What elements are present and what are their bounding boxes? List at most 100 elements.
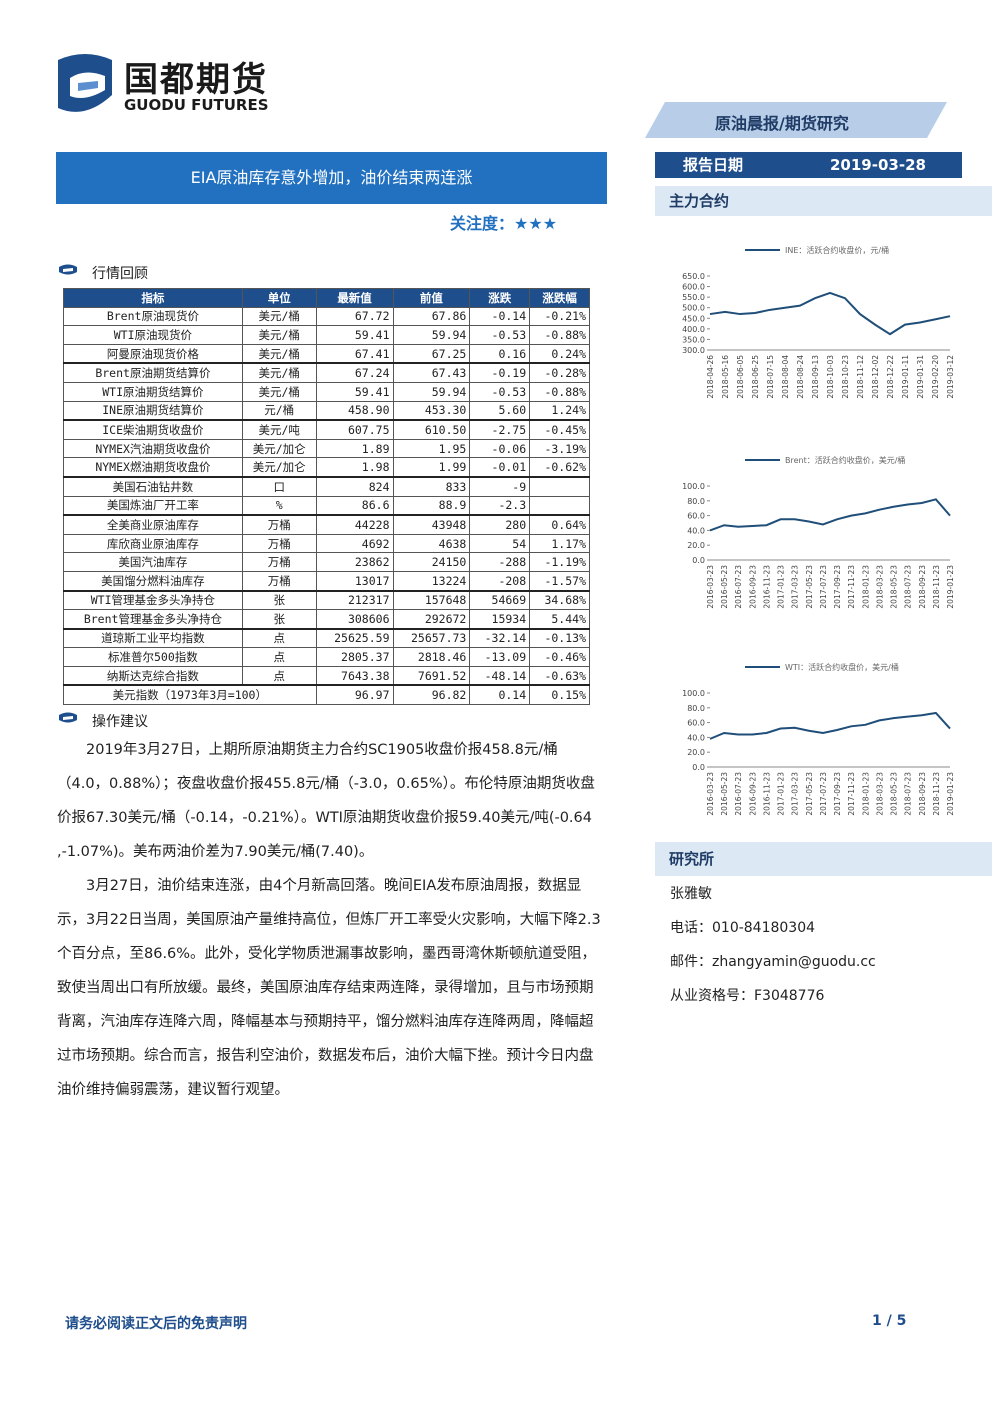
table-row: WTI原油期货结算价 美元/桶 59.41 59.94 -0.53 -0.88% — [63, 381, 590, 402]
table-cell: 0.24% — [529, 343, 590, 364]
table-cell — [529, 475, 590, 497]
analyst-license: 从业资格号：F3048776 — [670, 988, 825, 1004]
table-row: NYMEX燃油期货收盘价 美元/加仑 1.98 1.99 -0.01 -0.62% — [63, 457, 590, 478]
date-label: 报告日期 — [683, 156, 744, 174]
disclaimer: 请务必阅读正文后的免责声明 — [65, 1316, 247, 1332]
x-tick-label: 2019-03-12 — [946, 355, 955, 399]
x-tick-label: 2018-08-04 — [781, 355, 790, 399]
market-table: 指标 单位 最新值 前值 涨跌 涨跌幅 Brent原油现货价 美元/桶 67.72 67.86 -0… — [63, 288, 590, 706]
table-cell: -1.19% — [529, 552, 590, 572]
x-tick-label: 2017-11-23 — [847, 772, 856, 816]
x-tick-label: 2018-06-25 — [751, 355, 760, 399]
y-tick-label: 300.0 — [682, 346, 705, 355]
y-tick-label: 80.0 — [687, 497, 705, 506]
table-cell: 25625.59 — [315, 627, 394, 649]
x-tick-label: 2018-05-16 — [721, 355, 730, 399]
table-row: Brent原油期货结算价 美元/桶 67.24 67.43 -0.19 -0.28% — [63, 362, 590, 383]
table-cell: 308606 — [315, 609, 394, 630]
table-cell: 44228 — [315, 514, 394, 535]
analyst-phone: 电话：010-84180304 — [670, 920, 816, 936]
table-cell: -13.09 — [469, 647, 531, 667]
table-cell: 万桶 — [241, 514, 317, 535]
table-cell: 67.43 — [392, 362, 471, 383]
table-cell: 美元/桶 — [241, 343, 317, 364]
date: 2019-03-28 — [830, 156, 926, 174]
x-tick-label: 2018-10-03 — [826, 355, 835, 399]
x-tick-label: 2017-01-23 — [777, 565, 786, 609]
tag-bg — [645, 102, 947, 138]
x-tick-label: 2018-09-23 — [918, 565, 927, 609]
table-cell: 4638 — [392, 533, 471, 554]
table-cell: 1.98 — [315, 457, 394, 478]
table-cell: 280 — [469, 514, 531, 535]
table-cell: 0.15% — [529, 684, 590, 706]
table-cell: -1.57% — [529, 570, 590, 592]
table-cell: -0.53 — [469, 325, 531, 345]
table-cell: 67.25 — [392, 343, 471, 364]
table-cell: 美国汽油库存 — [63, 552, 243, 572]
table-cell: 点 — [241, 627, 317, 649]
x-tick-label: 2018-01-23 — [861, 772, 870, 816]
x-tick-label: 2017-11-23 — [847, 565, 856, 609]
table-cell: -2.75 — [469, 419, 531, 440]
analyst-name: 张雅敏 — [670, 886, 712, 902]
table-cell: 67.41 — [315, 343, 394, 364]
table-cell: 5.44% — [529, 609, 590, 630]
table-cell: INE原油期货结算价 — [63, 400, 243, 421]
table-cell: 张 — [241, 589, 317, 611]
y-tick-label: 20.0 — [687, 748, 705, 757]
table-cell: 库欣商业原油库存 — [63, 533, 243, 554]
table-cell: 292672 — [392, 609, 471, 630]
table-cell: 15934 — [469, 609, 531, 630]
table-cell: 阿曼原油现货价格 — [63, 343, 243, 364]
y-tick-label: 100.0 — [682, 482, 705, 491]
x-tick-label: 2017-05-23 — [805, 772, 814, 816]
table-row: 道琼斯工业平均指数点 25625.59 25657.73 -32.14 -0.13% — [63, 627, 590, 649]
x-tick-label: 2017-07-23 — [819, 565, 828, 609]
y-tick-label: 500.0 — [682, 304, 705, 313]
header-row: 指标 单位 最新值 前值 涨跌 涨跌幅 — [63, 288, 590, 308]
table-cell: -0.21% — [529, 306, 590, 327]
table-cell: 张 — [241, 609, 317, 630]
header-cell: 涨跌 — [469, 288, 531, 308]
table-cell: -0.88% — [529, 325, 590, 345]
line — [709, 711, 951, 740]
table-cell: WTI原油现货价 — [63, 325, 243, 345]
table-cell: -0.28% — [529, 362, 590, 383]
header-cell: 指标 — [63, 288, 243, 308]
table-row: ICE柴油期货收盘价 美元/吨 607.75 610.50 -2.75 -0.45% — [63, 419, 590, 440]
table-cell: 美国炼油厂开工率 — [63, 495, 243, 516]
x-tick-label: 2018-11-12 — [856, 355, 865, 399]
table-cell: 59.41 — [315, 381, 394, 402]
y-tick-label: 0.0 — [692, 556, 705, 565]
table-cell: WTI原油期货结算价 — [63, 381, 243, 402]
table-cell: 元/桶 — [241, 400, 317, 421]
x-tick-label: 2017-09-23 — [833, 565, 842, 609]
table-row: WTI管理基金多头净持仓张 212317 157648 54669 34.68% — [63, 589, 590, 611]
y-tick-label: 0.0 — [692, 763, 705, 772]
table-cell: -48.14 — [469, 665, 531, 686]
advice-title: 操作建议 — [92, 714, 148, 730]
y-tick-label: 600.0 — [682, 283, 705, 292]
x-tick-label: 2016-07-23 — [734, 565, 743, 609]
table-row: 美国石油钻井数口 824 833 -9 — [63, 475, 590, 497]
table-cell: 96.82 — [392, 684, 471, 706]
x-tick-label: 2018-06-05 — [736, 355, 745, 399]
table-row: 美国馏分燃料油库存 万桶 13017 13224 -208 -1.57% — [63, 570, 590, 592]
table-cell: 824 — [315, 475, 394, 497]
table-cell: 24150 — [392, 552, 471, 572]
table-cell: 7643.38 — [315, 665, 394, 686]
x-tick-label: 2016-03-23 — [706, 772, 715, 816]
x-tick-label: 2018-04-26 — [706, 355, 715, 399]
table-cell: -0.62% — [529, 457, 590, 478]
table-cell: 59.94 — [392, 325, 471, 345]
table-cell: 1.17% — [529, 533, 590, 554]
header-cell: 单位 — [241, 288, 317, 308]
table-cell: -0.13% — [529, 627, 590, 649]
x-tick-label: 2016-03-23 — [706, 565, 715, 609]
advice-body: 2019年3月27日，上期所原油期货主力合约SC1905收盘价报458.8元/桶… — [57, 733, 607, 1107]
table-cell: 美元/桶 — [241, 362, 317, 383]
table-cell: -0.53 — [469, 381, 531, 402]
table-cell: -208 — [469, 570, 531, 592]
